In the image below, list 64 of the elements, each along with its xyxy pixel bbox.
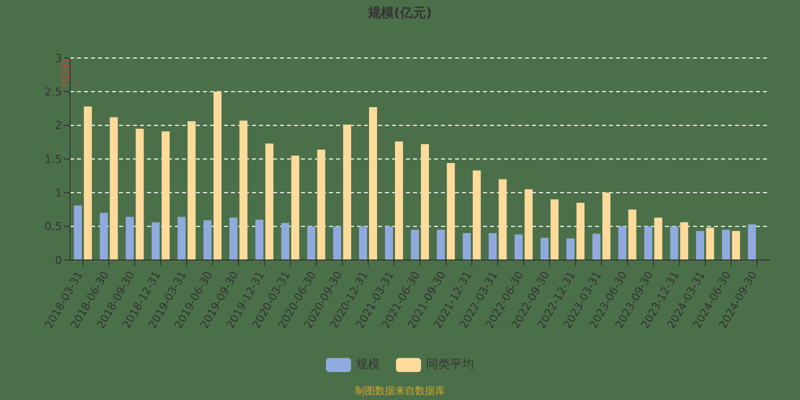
bar xyxy=(550,199,559,260)
y-tick-label: 0.5 xyxy=(44,220,62,234)
bar xyxy=(462,233,471,260)
bar xyxy=(706,228,714,260)
bar xyxy=(576,202,584,260)
bar xyxy=(524,189,533,260)
bar xyxy=(333,226,342,260)
bar xyxy=(84,106,92,260)
bar xyxy=(592,234,600,260)
bar xyxy=(436,230,445,260)
bar xyxy=(514,234,523,260)
bar xyxy=(214,92,222,260)
bar xyxy=(178,216,186,260)
bar xyxy=(748,224,756,260)
bar xyxy=(446,163,455,260)
bar xyxy=(395,141,403,260)
y-tick-label: 0 xyxy=(55,254,62,267)
bar xyxy=(385,226,393,260)
bar xyxy=(472,170,481,260)
bar xyxy=(188,121,196,260)
bar xyxy=(126,216,134,260)
bar xyxy=(307,226,316,260)
bar xyxy=(100,212,108,260)
chart-title: 规模(亿元) xyxy=(366,5,433,22)
bar xyxy=(110,117,118,260)
y-tick-label: 2.5 xyxy=(44,86,62,99)
y-tick-label: 1 xyxy=(55,186,62,200)
bar xyxy=(204,220,212,260)
bar xyxy=(265,144,274,260)
bar xyxy=(152,222,160,260)
bar xyxy=(488,233,497,260)
bar xyxy=(162,131,170,260)
bar xyxy=(420,144,429,260)
bar xyxy=(369,107,378,260)
y-tick-label: 2 xyxy=(55,119,62,132)
bar xyxy=(343,124,352,260)
bar xyxy=(696,231,704,260)
bar xyxy=(291,156,300,260)
bar xyxy=(680,222,688,260)
bar xyxy=(644,226,652,260)
bar xyxy=(229,218,238,260)
bar xyxy=(281,222,290,260)
legend-label: 同类平均 xyxy=(425,356,474,373)
bar xyxy=(498,179,507,260)
bar xyxy=(628,210,636,260)
bar xyxy=(732,231,740,260)
bar xyxy=(239,120,248,260)
bar xyxy=(359,226,368,260)
bar xyxy=(410,230,419,260)
bar xyxy=(566,238,574,260)
bar xyxy=(722,230,730,260)
bar xyxy=(540,238,549,260)
legend-label: 规模 xyxy=(355,356,380,373)
bar xyxy=(74,205,82,260)
bar xyxy=(136,128,144,260)
y-tick-label: 1.5 xyxy=(44,152,62,166)
bar xyxy=(255,220,264,260)
text: 制图数据来自数据库 xyxy=(354,384,446,398)
bar xyxy=(602,192,610,260)
bar xyxy=(670,226,678,260)
bar xyxy=(317,150,326,260)
y-tick-label: 3 xyxy=(55,52,62,65)
bar xyxy=(618,226,626,260)
bar xyxy=(654,218,662,260)
